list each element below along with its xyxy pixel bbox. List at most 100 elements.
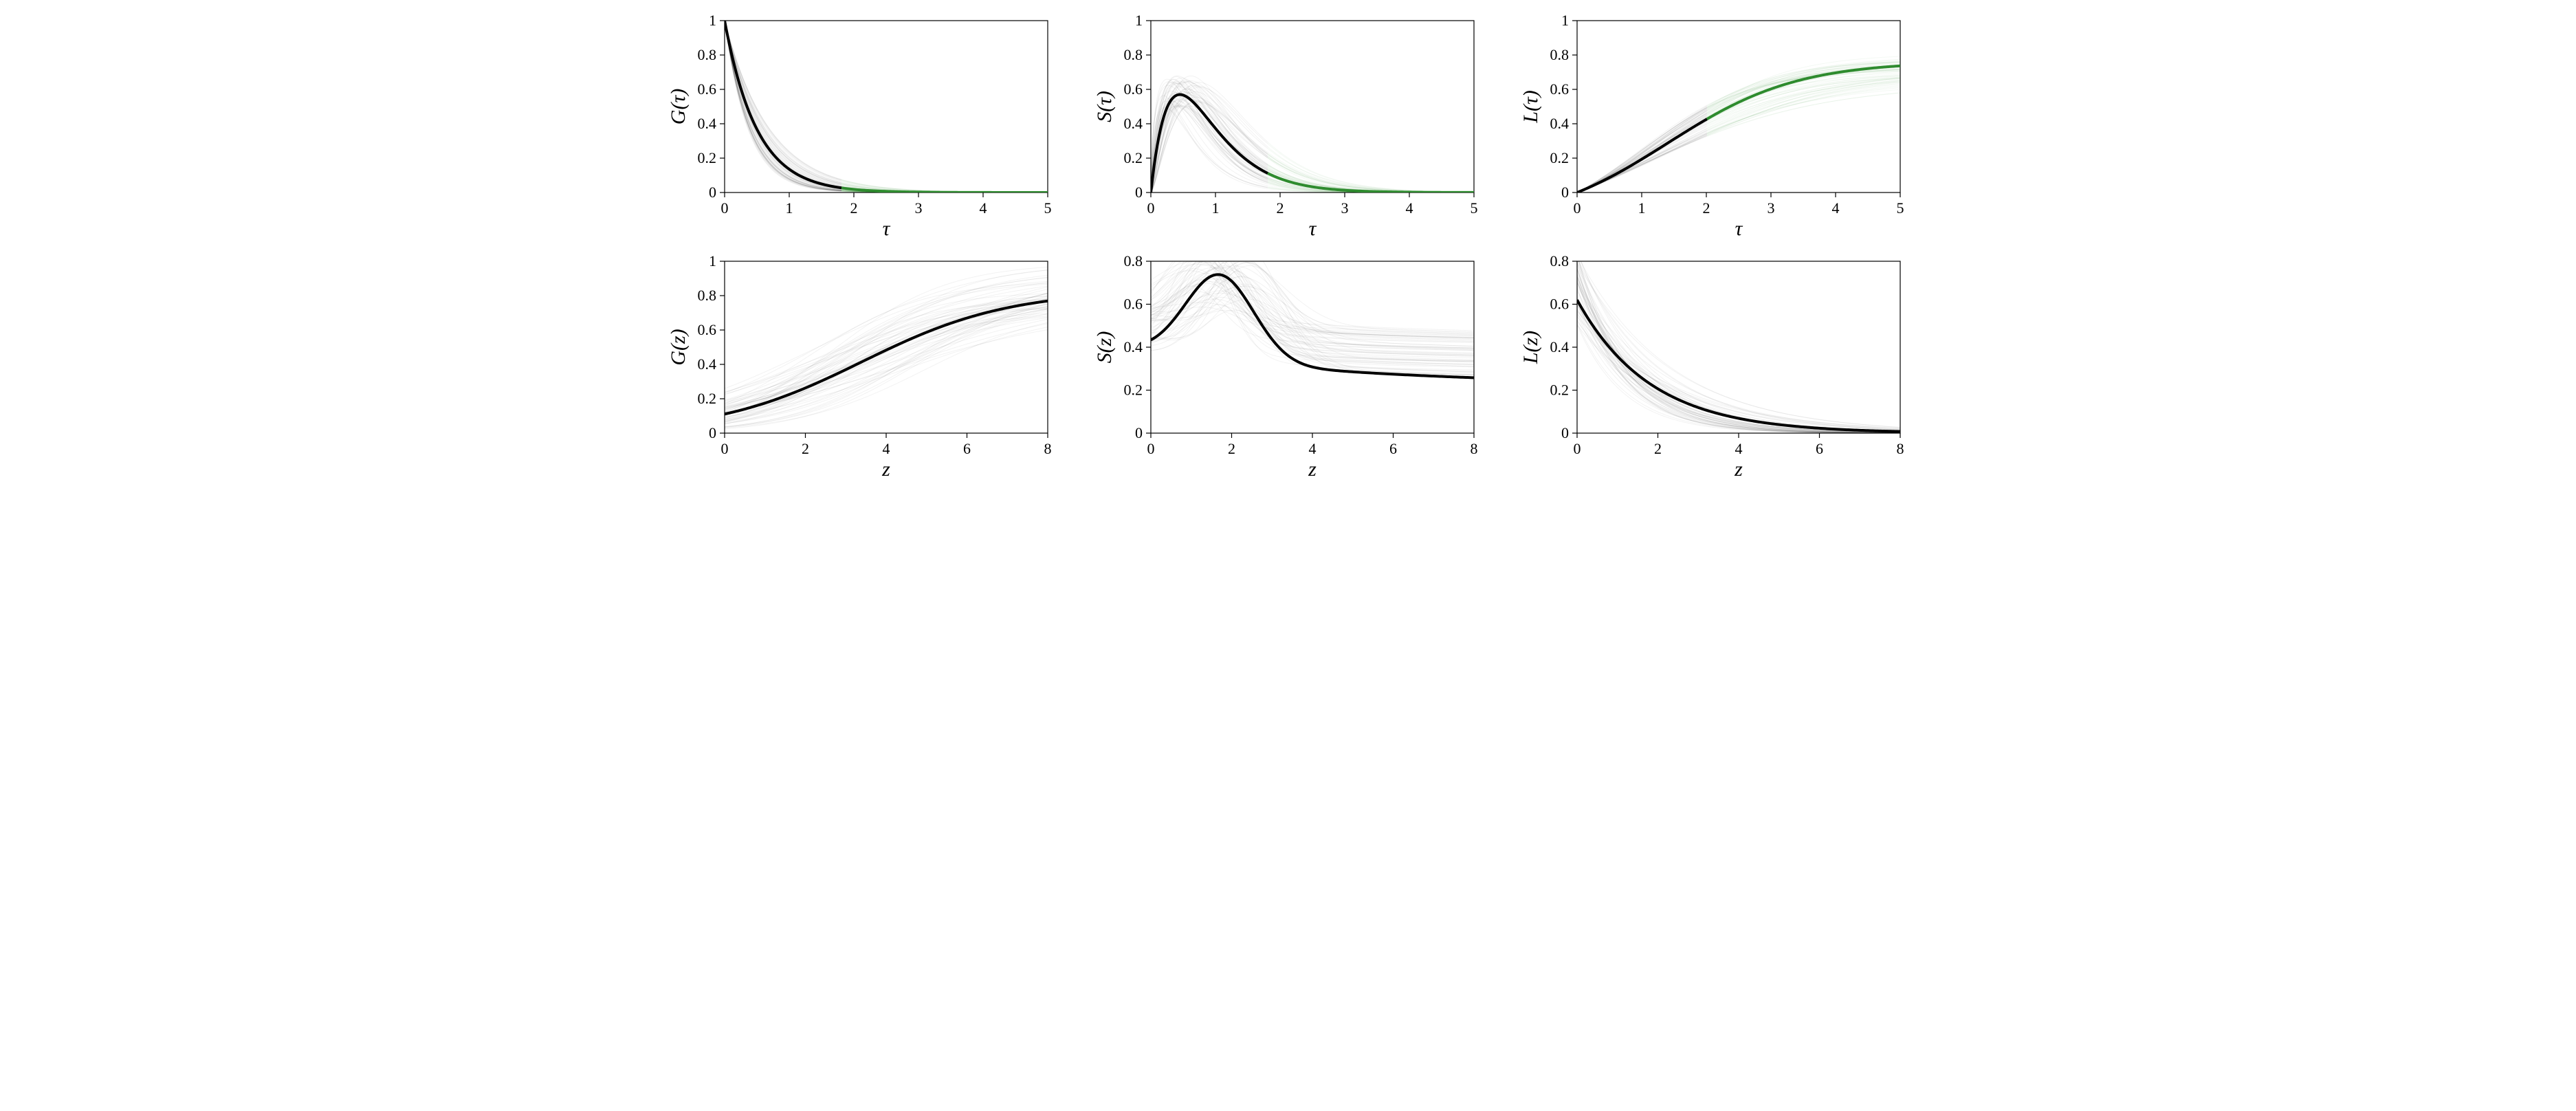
ytick-label: 0.2 <box>697 149 716 166</box>
ytick-label: 1 <box>1135 14 1143 29</box>
xtick-label: 0 <box>1573 199 1581 217</box>
ytick-label: 0.4 <box>697 355 716 373</box>
xtick-label: 0 <box>1147 199 1154 217</box>
ytick-label: 1 <box>1561 14 1569 29</box>
xtick-label: 5 <box>1896 199 1904 217</box>
xlabel: z <box>881 458 890 481</box>
ytick-label: 0 <box>1135 184 1143 201</box>
ytick-label: 0.2 <box>1123 149 1143 166</box>
ensemble-curve <box>1577 264 1900 432</box>
xlabel: τ <box>882 217 890 240</box>
curves <box>725 267 1048 428</box>
xtick-label: 0 <box>720 440 728 457</box>
xlabel: z <box>1734 458 1743 481</box>
ytick-label: 0.8 <box>1123 254 1143 270</box>
ensemble-curve <box>1151 290 1474 360</box>
xtick-label: 6 <box>1389 440 1397 457</box>
curves <box>1577 56 1900 192</box>
xtick-label: 6 <box>1816 440 1823 457</box>
ylabel: S(z) <box>1096 331 1116 364</box>
ytick-label: 1 <box>709 254 716 270</box>
panel-G_tau: 01234500.20.40.60.81τG(τ) <box>670 14 1055 241</box>
ytick-label: 0.6 <box>1123 296 1143 313</box>
panel-container-L_z: 0246800.20.40.60.8zL(z) <box>1522 254 1907 481</box>
ylabel: G(τ) <box>670 89 690 124</box>
ytick-label: 0.2 <box>1550 382 1569 399</box>
ylabel: G(z) <box>670 329 690 365</box>
xtick-label: 4 <box>979 199 987 217</box>
ytick-label: 0.6 <box>1550 296 1569 313</box>
xtick-label: 2 <box>1276 199 1284 217</box>
xtick-label: 6 <box>963 440 971 457</box>
panel-L_tau: 01234500.20.40.60.81τL(τ) <box>1522 14 1907 241</box>
ytick-label: 0.8 <box>1550 254 1569 270</box>
ytick-label: 0.6 <box>1123 80 1143 98</box>
ytick-label: 0.4 <box>1550 338 1569 355</box>
xtick-label: 8 <box>1470 440 1477 457</box>
panel-container-S_tau: 01234500.20.40.60.81τS(τ) <box>1096 14 1481 241</box>
ytick-label: 0.4 <box>697 115 716 132</box>
xtick-label: 0 <box>1147 440 1154 457</box>
curves <box>1151 254 1474 377</box>
ytick-label: 0.4 <box>1123 115 1143 132</box>
xtick-label: 4 <box>1831 199 1839 217</box>
ensemble-curve <box>1577 254 1900 431</box>
xtick-label: 3 <box>914 199 922 217</box>
ytick-label: 0.6 <box>697 80 716 98</box>
panel-container-G_z: 0246800.20.40.60.81zG(z) <box>670 254 1055 481</box>
xtick-label: 0 <box>720 199 728 217</box>
xtick-label: 2 <box>1654 440 1662 457</box>
xtick-label: 8 <box>1044 440 1051 457</box>
ytick-label: 1 <box>709 14 716 29</box>
xlabel: z <box>1308 458 1317 481</box>
xlabel: τ <box>1308 217 1317 240</box>
ensemble-curve <box>1577 254 1900 432</box>
ytick-label: 0.4 <box>1123 338 1143 355</box>
ytick-label: 0 <box>1561 424 1569 441</box>
ytick-label: 0.8 <box>1550 46 1569 63</box>
ytick-label: 0.8 <box>1123 46 1143 63</box>
ytick-label: 0.6 <box>1550 80 1569 98</box>
xtick-label: 1 <box>1211 199 1219 217</box>
figure-grid: 0 1 2 3 4 5 0 0.2 0.4 0.6 0.8 1 τ G(τ) 0 1 2 3 4 5 0 0.2 0.4 0.… <box>670 14 1907 481</box>
ytick-label: 0 <box>1561 184 1569 201</box>
ylabel: L(z) <box>1522 331 1542 364</box>
xtick-label: 3 <box>1767 199 1774 217</box>
panel-S_z: 0 2 4 6 8 0 0.2 0.4 0.6 0.8 z S(z) <box>1096 254 1481 481</box>
ytick-label: 0 <box>1135 424 1143 441</box>
ytick-label: 0.4 <box>1550 115 1569 132</box>
ytick-label: 0 <box>709 424 716 441</box>
ensemble-curve <box>1151 104 1268 192</box>
ytick-label: 0.2 <box>697 390 716 407</box>
xtick-label: 5 <box>1044 199 1051 217</box>
xtick-label: 0 <box>1573 440 1581 457</box>
panel-G_z: 0246800.20.40.60.81zG(z) <box>670 254 1055 481</box>
curves <box>1151 76 1474 192</box>
xtick-label: 2 <box>1702 199 1710 217</box>
xtick-label: 2 <box>850 199 857 217</box>
ensemble-curve <box>1577 283 1900 432</box>
xtick-label: 2 <box>802 440 809 457</box>
xtick-label: 2 <box>1228 440 1235 457</box>
ensemble-curve <box>1577 262 1900 432</box>
xtick-label: 1 <box>785 199 793 217</box>
ytick-label: 0 <box>709 184 716 201</box>
ensemble-curve <box>1151 266 1474 335</box>
ensemble-curve <box>1577 255 1900 432</box>
xtick-label: 3 <box>1341 199 1348 217</box>
ylabel: L(τ) <box>1522 90 1542 123</box>
panel-container-G_tau: 01234500.20.40.60.81τG(τ) <box>670 14 1055 241</box>
xtick-label: 5 <box>1470 199 1477 217</box>
panel-L_z: 0246800.20.40.60.8zL(z) <box>1522 254 1907 481</box>
curves <box>725 21 1048 192</box>
xtick-label: 4 <box>1735 440 1742 457</box>
curves <box>1577 254 1900 433</box>
ytick-label: 0.2 <box>1123 382 1143 399</box>
ensemble-curve <box>1577 257 1900 430</box>
xtick-label: 4 <box>882 440 890 457</box>
xtick-label: 4 <box>1308 440 1316 457</box>
ensemble-curve <box>725 283 1048 404</box>
panel-S_tau: 01234500.20.40.60.81τS(τ) <box>1096 14 1481 241</box>
ylabel: S(τ) <box>1096 91 1116 122</box>
ytick-label: 0.8 <box>697 287 716 304</box>
